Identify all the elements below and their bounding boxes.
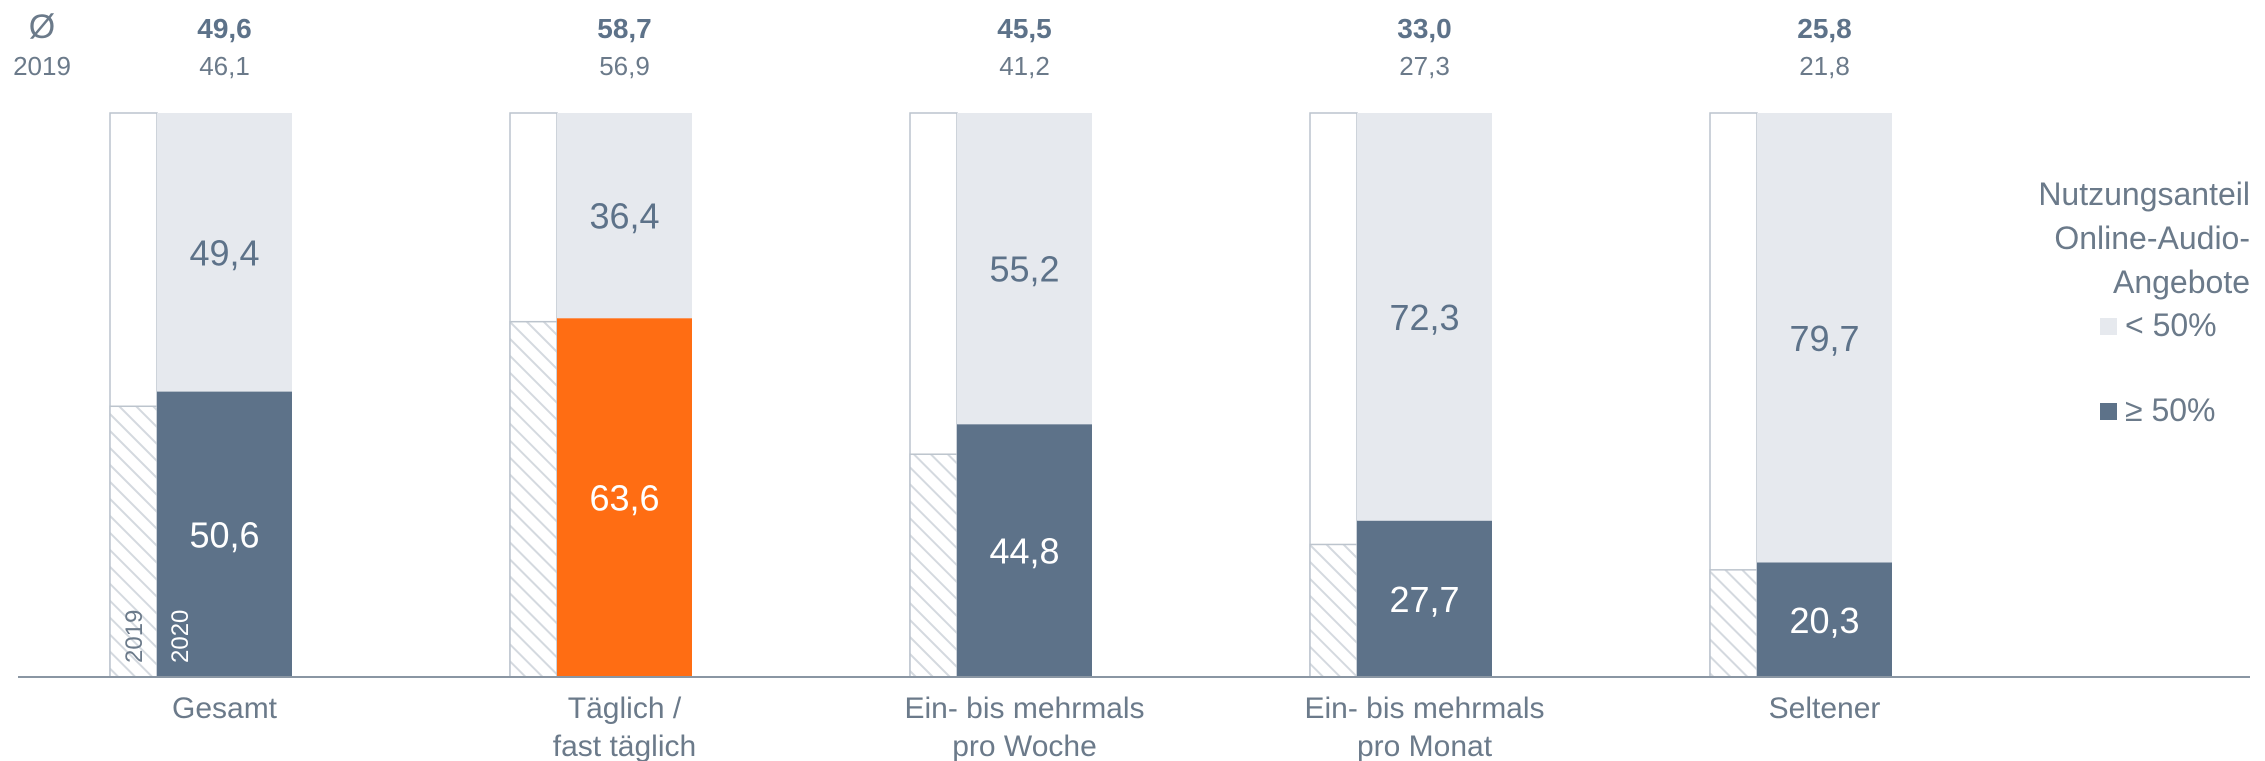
legend-title-line: Nutzungsanteil	[2038, 176, 2250, 212]
category-label: pro Monat	[1357, 730, 1493, 761]
data-label-ge50: 27,7	[1389, 579, 1459, 620]
data-label-ge50: 20,3	[1789, 600, 1859, 641]
data-label-ge50: 44,8	[989, 531, 1059, 572]
category-label: Ein- bis mehrmals	[904, 692, 1144, 725]
data-label-lt50: 36,4	[589, 196, 659, 237]
bar-2019-share	[1709, 569, 1758, 678]
bar-2020-ge50	[957, 424, 1092, 677]
bar-2020-lt50	[157, 113, 292, 392]
legend-label-lt50: < 50%	[2125, 307, 2217, 343]
legend-item-ge50: ≥ 50%	[2100, 392, 2216, 429]
bar-2020-lt50	[1357, 113, 1492, 521]
legend-title-line: Online-Audio-	[2054, 220, 2250, 256]
legend-swatch-lt50	[2100, 318, 2117, 335]
legend-swatch-ge50	[2100, 403, 2117, 420]
data-label-lt50: 55,2	[989, 249, 1059, 290]
bar-2019-share	[1309, 543, 1358, 678]
avg-2019-label: 27,3	[1399, 51, 1450, 81]
avg-2019-label: 21,8	[1799, 51, 1850, 81]
bars-layer	[109, 112, 1892, 678]
avg-2020-label: 49,6	[197, 13, 252, 44]
data-label-lt50: 72,3	[1389, 297, 1459, 338]
data-label-ge50: 50,6	[189, 514, 259, 555]
bar-2020-lt50	[557, 113, 692, 319]
avg-2019-label: 41,2	[999, 51, 1050, 81]
bar-2019-share	[909, 453, 958, 678]
data-label-lt50: 79,7	[1789, 318, 1859, 359]
labels-layer: 50,6 49,4 49,6 46,1 Gesamt 63,6 36,4 58,7 56,9 Tä…	[121, 13, 1880, 761]
avg-2020-label: 58,7	[597, 13, 652, 44]
bar-2020-ge50	[557, 318, 692, 677]
data-label-ge50: 63,6	[589, 478, 659, 519]
category-label: Seltener	[1769, 692, 1881, 725]
category-label: Täglich /	[568, 692, 682, 725]
category-label: Gesamt	[172, 692, 278, 725]
category-label: Ein- bis mehrmals	[1304, 692, 1544, 725]
year-label-2019: 2019	[121, 610, 148, 663]
legend-title: Nutzungsanteil Online-Audio- Angebote	[1985, 172, 2250, 304]
avg-symbol: Ø	[29, 8, 55, 46]
legend-title-line: Angebote	[2112, 264, 2250, 300]
avg-2019-label: 56,9	[599, 51, 650, 81]
year-label-2020: 2020	[167, 610, 194, 663]
data-label-lt50: 49,4	[189, 232, 259, 273]
avg-2020-label: 33,0	[1397, 13, 1452, 44]
prev-year-label: 2019	[13, 51, 71, 81]
avg-2020-label: 25,8	[1797, 13, 1852, 44]
avg-2020-label: 45,5	[997, 13, 1052, 44]
bar-2019-share	[509, 320, 558, 678]
bar-2020-ge50	[157, 391, 292, 677]
bar-2019-share	[109, 405, 158, 678]
legend-label-ge50: ≥ 50%	[2125, 392, 2216, 428]
legend: Nutzungsanteil Online-Audio- Angebote < …	[1985, 172, 2250, 428]
avg-2019-label: 46,1	[199, 51, 250, 81]
bar-2020-lt50	[957, 113, 1092, 425]
bar-2020-ge50	[1357, 520, 1492, 677]
legend-item-lt50: < 50%	[2100, 307, 2217, 344]
category-label: pro Woche	[952, 730, 1097, 761]
bar-2020-ge50	[1757, 562, 1892, 677]
category-label: fast täglich	[553, 730, 696, 761]
bar-2020-lt50	[1757, 113, 1892, 563]
